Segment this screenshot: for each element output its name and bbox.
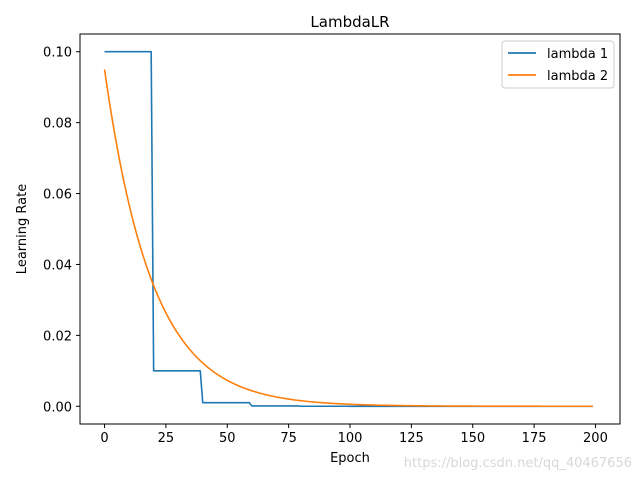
x-axis-label: Epoch <box>330 451 370 466</box>
x-tick-label: 25 <box>158 431 175 446</box>
axes-frame <box>79 33 621 425</box>
chart-title: LambdaLR <box>310 13 389 31</box>
x-tick-label: 150 <box>460 431 485 446</box>
x-tick-label: 200 <box>583 431 608 446</box>
legend: lambda 1 lambda 2 <box>501 40 615 89</box>
y-tick-label: 0.08 <box>43 117 72 132</box>
y-tick-label: 0.06 <box>43 188 72 203</box>
x-tick-label: 75 <box>280 431 297 446</box>
axes: 0 25 50 75 100 125 150 175 200 0.00 0.02 0.04 0.06 0.… <box>43 46 608 446</box>
y-axis-label: Learning Rate <box>15 184 30 274</box>
series-line-lambda-2 <box>103 69 593 408</box>
x-tick-label: 0 <box>100 431 108 446</box>
watermark-text: https://blog.csdn.net/qq_40467656 <box>404 456 632 471</box>
y-tick-label: 0.00 <box>43 400 72 415</box>
legend-label-lambda-1: lambda 1 <box>547 47 608 62</box>
legend-label-lambda-2: lambda 2 <box>547 69 608 84</box>
y-tick-label: 0.10 <box>43 46 72 61</box>
x-tick-label: 175 <box>522 431 547 446</box>
x-tick-label: 125 <box>399 431 424 446</box>
x-tick-label: 50 <box>219 431 236 446</box>
y-tick-label: 0.02 <box>43 329 72 344</box>
x-tick-label: 100 <box>338 431 363 446</box>
series-layer <box>103 50 593 408</box>
y-tick-label: 0.04 <box>43 258 72 273</box>
